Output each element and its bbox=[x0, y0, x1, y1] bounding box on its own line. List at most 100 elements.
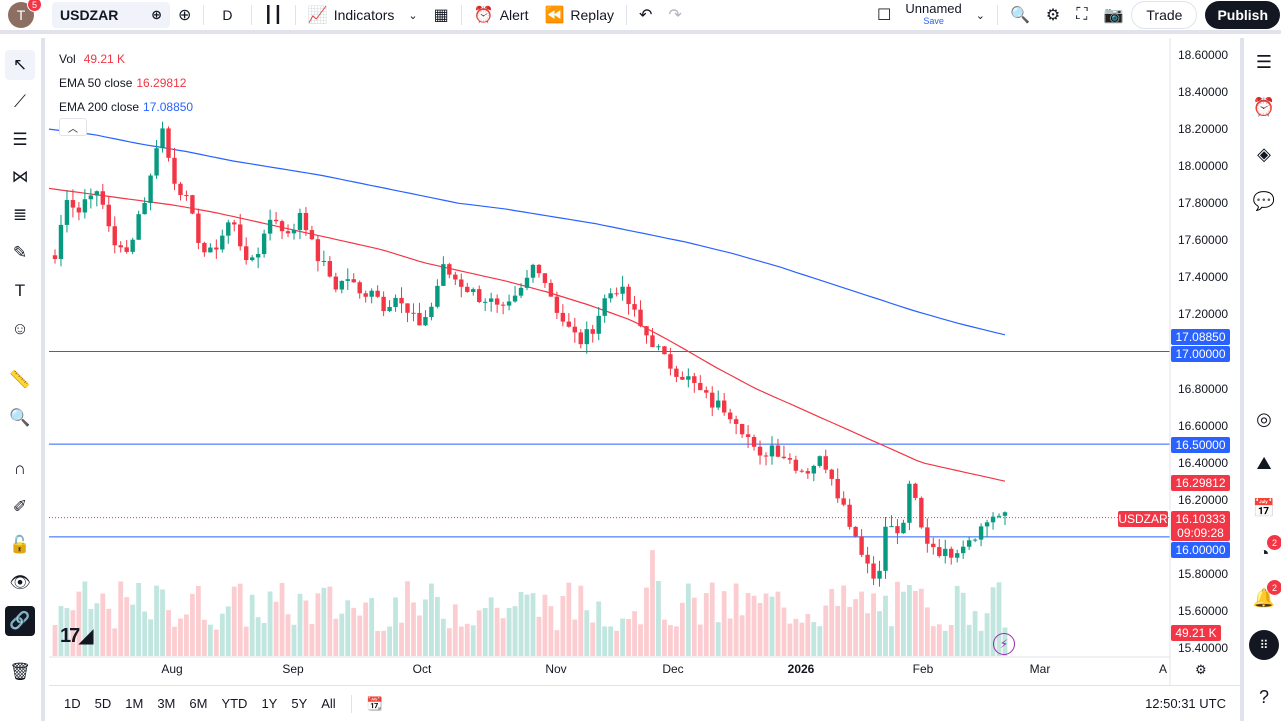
technicals-button[interactable]: ◎ bbox=[1248, 403, 1280, 435]
range-3m-button[interactable]: 3M bbox=[157, 696, 176, 711]
range-6m-button[interactable]: 6M bbox=[189, 696, 208, 711]
time-axis-label: A bbox=[1158, 662, 1168, 676]
fib-tool-button[interactable]: ☰ bbox=[5, 125, 35, 155]
candle-body bbox=[966, 540, 972, 547]
horizontal-lines[interactable] bbox=[49, 351, 1170, 538]
alerts-panel-button[interactable]: ⏰ bbox=[1248, 91, 1280, 123]
ideas-button[interactable]: ⛰ bbox=[1248, 447, 1280, 479]
volume-bar bbox=[626, 618, 631, 656]
pattern-icon: ⋈ bbox=[11, 167, 29, 186]
undo-button[interactable]: ↶ bbox=[631, 0, 660, 30]
range-all-button[interactable]: All bbox=[321, 696, 336, 711]
range-1d-button[interactable]: 1D bbox=[64, 696, 81, 711]
range-ytd-button[interactable]: YTD bbox=[221, 696, 248, 711]
candle-body bbox=[590, 329, 595, 334]
trade-button[interactable]: Trade bbox=[1131, 1, 1198, 29]
volume-bar bbox=[966, 624, 972, 656]
candle-body bbox=[518, 287, 524, 296]
stay-drawing-button[interactable]: ✐ bbox=[5, 492, 35, 522]
templates-button[interactable]: ▦ bbox=[426, 0, 457, 30]
save-link[interactable]: Save bbox=[923, 16, 944, 26]
replay-button[interactable]: ⏪ Replay bbox=[536, 0, 622, 30]
candle-body bbox=[393, 297, 398, 307]
help-button[interactable]: ? bbox=[1248, 681, 1280, 713]
add-symbol-button[interactable]: ⊕ bbox=[170, 0, 199, 30]
watchlist-button[interactable]: ☰ bbox=[1248, 46, 1280, 78]
candle-body bbox=[100, 191, 105, 205]
magnet-tool-button[interactable]: ∩ bbox=[5, 454, 35, 484]
user-avatar[interactable]: T 5 bbox=[8, 0, 42, 28]
volume-bar bbox=[52, 624, 58, 656]
sync-drawings-button[interactable]: 🔗 bbox=[5, 606, 35, 636]
candle-body bbox=[435, 285, 440, 307]
volume-bar bbox=[345, 600, 351, 656]
quick-search-button[interactable]: 🔍 bbox=[1002, 0, 1038, 30]
snapshot-button[interactable]: 📷 bbox=[1095, 0, 1131, 30]
chats-button[interactable]: 💬 bbox=[1248, 185, 1280, 217]
compare-icon[interactable]: ⊕ bbox=[151, 7, 162, 22]
candle-body bbox=[64, 200, 70, 225]
fullscreen-button[interactable]: ⛶ bbox=[1068, 0, 1095, 30]
volume-bar bbox=[279, 582, 285, 656]
chart-type-button[interactable]: ┃┃ bbox=[256, 0, 291, 30]
volume-legend[interactable]: Vol 49.21 K bbox=[59, 47, 193, 71]
text-icon: T bbox=[14, 281, 26, 300]
candle-body bbox=[160, 128, 165, 149]
candle-body bbox=[279, 221, 285, 232]
measure-tool-button[interactable]: 📏 bbox=[5, 365, 35, 395]
candle-body bbox=[620, 286, 625, 294]
chevron-down-icon: ⌄ bbox=[408, 9, 418, 22]
volume-bar bbox=[148, 619, 153, 656]
interval-button[interactable]: D bbox=[208, 0, 246, 30]
ema200-legend[interactable]: EMA 200 close 17.08850 bbox=[59, 95, 193, 119]
time-axis-label: Oct bbox=[412, 662, 432, 676]
ema50-legend[interactable]: EMA 50 close 16.29812 bbox=[59, 71, 193, 95]
volume-bar bbox=[166, 610, 171, 656]
axis-settings-icon[interactable]: ⚙ bbox=[1195, 662, 1207, 677]
volume-bar bbox=[381, 630, 387, 656]
candle-body bbox=[937, 547, 942, 557]
indicators-button[interactable]: 📈 Indicators ⌄ bbox=[300, 0, 426, 30]
divider bbox=[203, 5, 205, 25]
zoom-tool-button[interactable]: 🔍 bbox=[5, 403, 35, 433]
dividends-event-icon[interactable]: ⚡ bbox=[993, 633, 1015, 655]
remove-drawings-button[interactable]: 🗑 bbox=[5, 657, 35, 687]
volume-bar bbox=[901, 591, 906, 656]
symbol-search[interactable]: USDZAR ⊕ bbox=[52, 2, 170, 28]
tradingview-logo[interactable]: 17◢ bbox=[60, 625, 94, 647]
hide-drawings-button[interactable]: 👁 bbox=[5, 568, 35, 598]
candle-body bbox=[309, 230, 315, 240]
prediction-tool-button[interactable]: ≣ bbox=[5, 200, 35, 230]
trend-line-tool-button[interactable]: ⟋ bbox=[5, 87, 35, 117]
settings-button[interactable]: ⚙ bbox=[1038, 0, 1068, 30]
candle-body bbox=[172, 157, 177, 184]
timezone-clock[interactable]: 12:50:31 UTC bbox=[1145, 696, 1226, 711]
range-1m-button[interactable]: 1M bbox=[125, 696, 144, 711]
candle-body bbox=[883, 526, 888, 571]
collapse-legend-button[interactable]: ︿ bbox=[59, 118, 87, 136]
goto-date-button[interactable]: 📆 bbox=[360, 696, 390, 712]
icon-tool-button[interactable]: ☺ bbox=[5, 314, 35, 344]
range-5y-button[interactable]: 5Y bbox=[291, 696, 308, 711]
candle-body bbox=[817, 456, 822, 466]
text-tool-button[interactable]: T bbox=[5, 276, 35, 306]
redo-button[interactable]: ↷ bbox=[660, 0, 689, 30]
publish-button[interactable]: Publish bbox=[1205, 1, 1280, 29]
pattern-tool-button[interactable]: ⋈ bbox=[5, 162, 35, 192]
layout-select-button[interactable]: ☐ Unnamed Save ⌄ bbox=[869, 0, 993, 30]
calendar-button[interactable]: 📅 bbox=[1248, 492, 1280, 524]
layout-name: Unnamed Save bbox=[905, 2, 961, 27]
notifications-button[interactable]: 🔔 2 bbox=[1248, 580, 1281, 614]
range-5d-button[interactable]: 5D bbox=[94, 696, 112, 711]
news-button[interactable]: ◔ 2 bbox=[1248, 535, 1281, 569]
object-tree-button[interactable]: ◈ bbox=[1248, 138, 1280, 170]
products-button[interactable]: ⠿ bbox=[1248, 629, 1280, 661]
brush-tool-button[interactable]: ✎ bbox=[5, 238, 35, 268]
alert-button[interactable]: ⏰ Alert bbox=[466, 0, 537, 30]
notification-badge: 5 bbox=[27, 0, 42, 12]
lock-drawings-button[interactable]: 🔓 bbox=[5, 530, 35, 560]
range-1y-button[interactable]: 1Y bbox=[261, 696, 278, 711]
volume-bar bbox=[560, 595, 566, 656]
cursor-tool-button[interactable]: ↖ bbox=[5, 50, 35, 80]
volume-bar bbox=[662, 619, 667, 656]
